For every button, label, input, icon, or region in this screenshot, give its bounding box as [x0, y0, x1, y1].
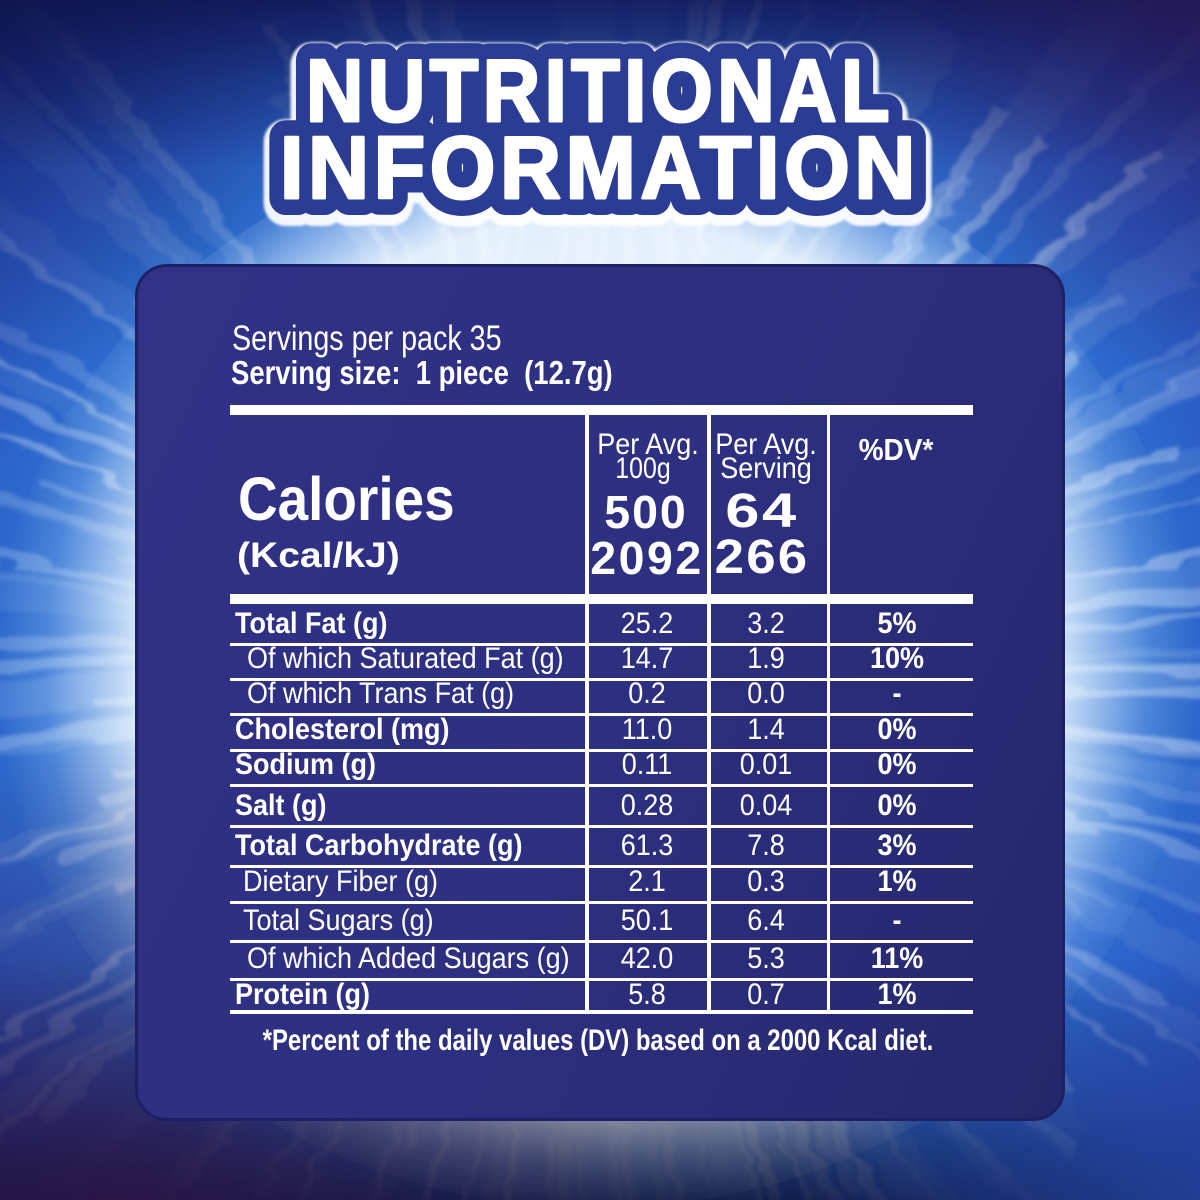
svg-text:NUTRITIONAL: NUTRITIONAL	[306, 46, 894, 145]
svg-text:INFORMATION: INFORMATION	[280, 118, 920, 217]
svg-text:NUTRITIONAL: NUTRITIONAL	[306, 41, 894, 140]
svg-text:INFORMATION: INFORMATION	[280, 123, 920, 222]
svg-text:INFORMATION: INFORMATION	[280, 118, 920, 217]
svg-text:NUTRITIONAL: NUTRITIONAL	[306, 41, 894, 140]
